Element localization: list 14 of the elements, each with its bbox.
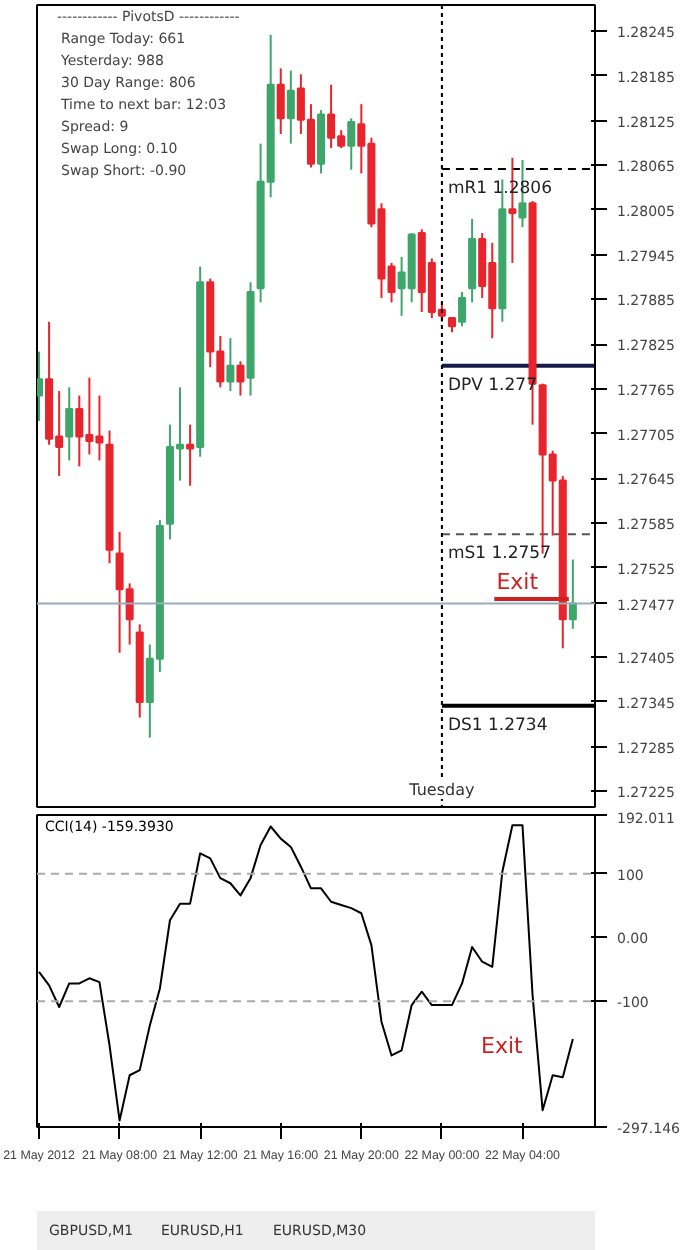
candlestick	[65, 386, 74, 462]
candlestick	[37, 350, 44, 422]
candlestick	[276, 67, 285, 135]
candlestick	[186, 423, 195, 487]
ref-line-label: Tuesday	[407, 781, 475, 799]
candlestick	[236, 360, 245, 397]
annotation: Exit	[496, 569, 540, 596]
candlestick	[226, 337, 235, 393]
candlestick	[458, 290, 467, 328]
ref-line-label: DS1 1.2734	[447, 715, 548, 736]
annotation: Exit	[481, 1033, 525, 1059]
ref-line-label: mS1 1.2757	[447, 544, 551, 565]
candlestick	[347, 117, 356, 171]
candlestick	[286, 69, 295, 145]
